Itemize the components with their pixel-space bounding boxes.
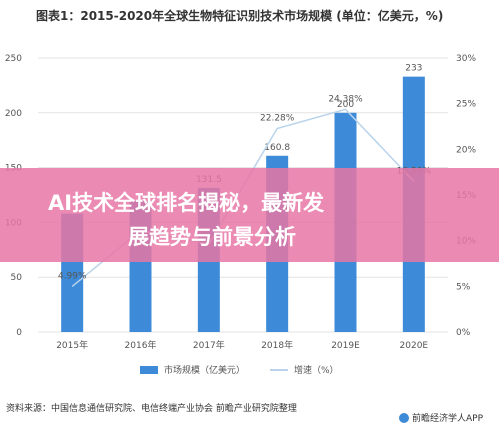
banner-text: AI技术全球排名揭秘，最新发 [48, 191, 325, 215]
x-tick-label: 2020E [400, 341, 429, 351]
legend-swatch [140, 366, 158, 374]
line-label: 22.28% [260, 114, 295, 124]
chart-title: 图表1：2015-2020年全球生物特征识别技术市场规模 (单位：亿美元，%) [36, 8, 443, 23]
x-tick-label: 2019E [331, 341, 360, 351]
y-tick-label: 200 [5, 109, 22, 119]
x-tick-label: 2018年 [261, 339, 293, 351]
bar-label: 160.8 [264, 143, 290, 153]
brand-icon [399, 413, 409, 423]
y2-tick-label: 0% [456, 328, 471, 338]
y-tick-label: 0 [16, 328, 22, 338]
legend-label: 增速（%） [294, 364, 339, 376]
y2-tick-label: 5% [456, 282, 471, 292]
line-label: 4.99% [58, 271, 87, 281]
bar-label: 200 [337, 100, 354, 110]
x-tick-label: 2017年 [193, 339, 225, 351]
y2-tick-label: 25% [456, 100, 476, 110]
line-label: 24.38% [328, 94, 363, 104]
y2-tick-label: 20% [456, 145, 476, 155]
source: 资料来源：中国信息通信研究院、电信终端产业协会 前瞻产业研究院整理 [6, 402, 297, 414]
y-tick-label: 250 [5, 54, 22, 64]
x-tick-label: 2015年 [56, 339, 88, 351]
banner [0, 168, 499, 262]
brand: 前瞻经济学人APP [412, 412, 484, 424]
bar-label: 233 [405, 64, 422, 74]
x-tick-label: 2016年 [125, 339, 157, 351]
y2-tick-label: 30% [456, 54, 476, 64]
banner-text: 展趋势与前景分析 [128, 225, 296, 249]
legend-label: 市场规模（亿美元） [164, 364, 245, 376]
y-tick-label: 50 [11, 273, 23, 283]
